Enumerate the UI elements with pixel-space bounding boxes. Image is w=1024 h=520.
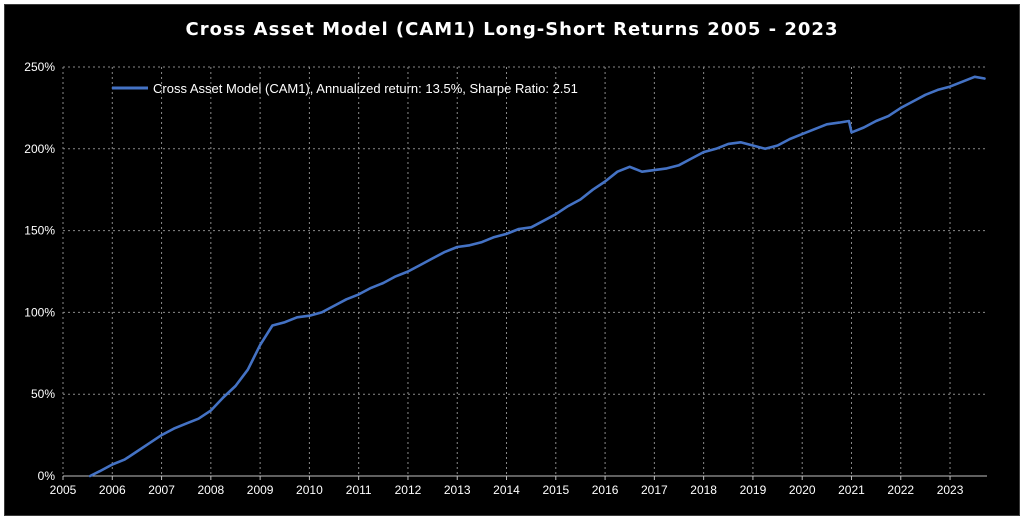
x-tick-label: 2014 [493, 483, 520, 497]
chart-title: Cross Asset Model (CAM1) Long-Short Retu… [185, 19, 839, 40]
x-tick-label: 2023 [937, 483, 964, 497]
x-tick-label: 2022 [887, 483, 914, 497]
x-tick-label: 2010 [296, 483, 323, 497]
y-tick-label: 250% [24, 60, 55, 74]
x-tick-label: 2017 [641, 483, 668, 497]
x-tick-label: 2013 [444, 483, 471, 497]
series-line [88, 75, 986, 478]
series-layer [88, 75, 986, 478]
x-tick-label: 2007 [148, 483, 175, 497]
x-tick-label: 2012 [395, 483, 422, 497]
axis-labels: 0% 50% 100% 150% 200% 250% 2005 2006 2007 2008 200… [24, 60, 963, 497]
legend-label: Cross Asset Model (CAM1), Annualized ret… [153, 81, 578, 96]
x-tick-label: 2008 [197, 483, 224, 497]
x-tick-label: 2005 [50, 483, 77, 497]
x-tick-label: 2015 [542, 483, 569, 497]
chart-plot: 0% 50% 100% 150% 200% 250% 2005 2006 2007 2008 200… [24, 60, 987, 497]
x-tick-label: 2019 [740, 483, 767, 497]
legend: Cross Asset Model (CAM1), Annualized ret… [112, 81, 578, 96]
y-tick-label: 0% [38, 469, 56, 483]
grid-lines [62, 66, 987, 477]
x-tick-label: 2020 [789, 483, 816, 497]
x-tick-label: 2021 [838, 483, 865, 497]
x-tick-label: 2018 [690, 483, 717, 497]
y-tick-label: 100% [24, 305, 55, 319]
x-tick-label: 2006 [99, 483, 126, 497]
chart-frame: Cross Asset Model (CAM1) Long-Short Retu… [4, 4, 1020, 516]
x-tick-label: 2009 [247, 483, 274, 497]
y-tick-label: 200% [24, 142, 55, 156]
x-tick-label: 2011 [346, 483, 372, 497]
y-tick-label: 50% [31, 387, 55, 401]
x-tick-label: 2016 [592, 483, 619, 497]
y-tick-label: 150% [24, 224, 55, 238]
